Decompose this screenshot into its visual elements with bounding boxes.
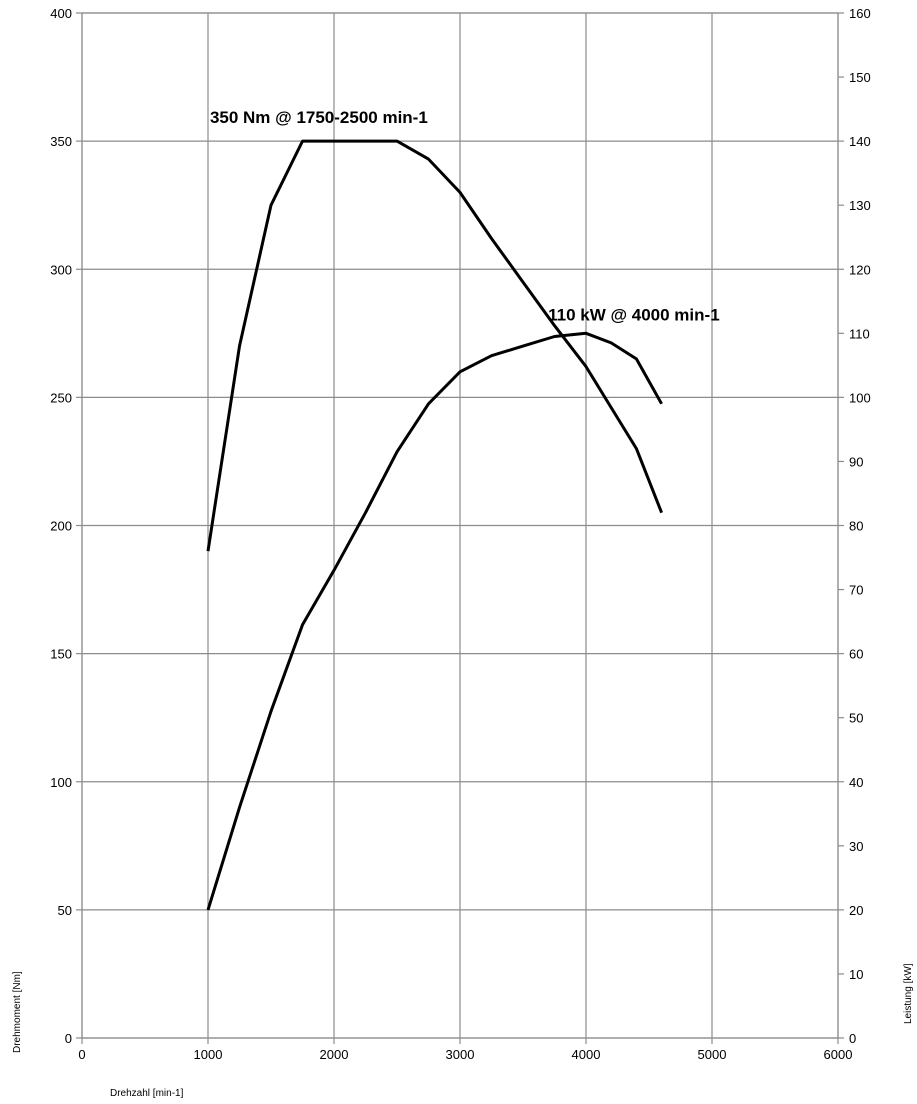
y-left-tick-label: 250 [50,390,72,405]
y-right-tick-label: 110 [849,326,870,341]
y-right-tick-label: 70 [849,583,863,598]
y-left-tick-label: 50 [58,903,72,918]
plot-frame [81,12,839,1039]
x-tick-label: 6000 [824,1047,853,1062]
y-right-tick-label: 140 [849,134,871,149]
x-tick-label: 1000 [194,1047,223,1062]
power-curve-line [206,331,663,911]
x-tick-label: 2000 [320,1047,349,1062]
y-left-tick-label: 100 [50,775,72,790]
x-tick-label: 4000 [572,1047,601,1062]
y-left-tick-label: 0 [65,1031,72,1046]
y-right-axis-title: Leistung [kW] [903,963,914,1024]
x-axis-title: Drehzahl [min-1] [110,1088,184,1099]
y-right-tick-label: 10 [849,967,863,982]
torque-curve-line [206,139,663,552]
torque-peak-annotation: 350 Nm @ 1750-2500 min-1 [210,108,428,127]
y-left-tick-label: 300 [50,262,72,277]
power-peak-annotation: 110 kW @ 4000 min-1 [548,306,720,325]
y-right-tick-label: 50 [849,711,863,726]
y-right-tick-label: 30 [849,839,863,854]
y-right-tick-label: 40 [849,775,863,790]
y-right-tick-label: 60 [849,647,863,662]
x-tick-label: 3000 [446,1047,475,1062]
y-right-tick-label: 160 [849,6,871,21]
y-right-tick-label: 0 [849,1031,856,1046]
y-left-tick-label: 150 [50,647,72,662]
y-left-tick-label: 350 [50,134,72,149]
y-right-tick-label: 130 [849,198,871,213]
annotations: 350 Nm @ 1750-2500 min-1 110 kW @ 4000 mi… [210,108,720,324]
y-left-tick-label: 200 [50,519,72,534]
y-right-tick-label: 20 [849,903,863,918]
y-right-tick-label: 90 [849,454,863,469]
y-right-tick-label: 120 [849,262,871,277]
x-tick-label: 5000 [698,1047,727,1062]
series [206,139,663,911]
labels: Drehzahl [min-1] Drehmoment [Nm] Leistun… [12,963,914,1099]
y-right-tick-label: 100 [849,390,871,405]
y-right-tick-label: 150 [849,70,871,85]
grid [81,12,839,1039]
axes: 0 1000 2000 3000 4000 5000 6000050100150200250… [50,6,870,1062]
y-right-tick-label: 80 [849,519,863,534]
x-tick-label: 0 [78,1047,85,1062]
y-left-axis-title: Drehmoment [Nm] [12,971,23,1053]
y-left-tick-label: 400 [50,6,72,21]
